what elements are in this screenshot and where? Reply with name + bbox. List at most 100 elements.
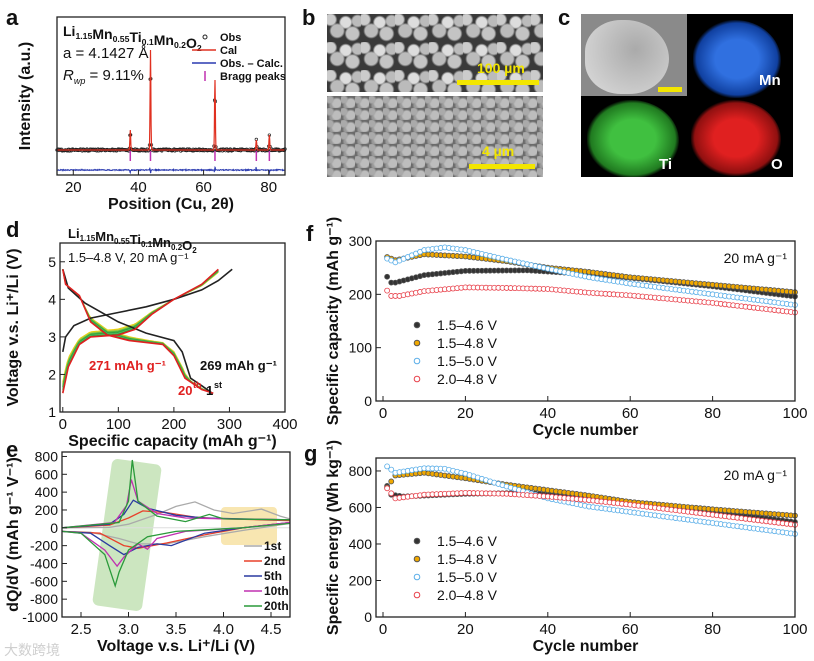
legend-marker <box>414 340 420 346</box>
y-tick-label: 0 <box>364 609 372 625</box>
chart-canvas: a b c d e f g 大数跨境 20 40 60 80Position (Cu,… <box>0 0 814 661</box>
x-tick-label: 200 <box>161 416 186 433</box>
subscript: 1.15 <box>75 31 92 41</box>
element: Li <box>68 226 80 241</box>
x-tick-label: 100 <box>782 621 807 638</box>
y-tick-label: 2 <box>48 366 56 382</box>
legend-marker <box>414 556 420 562</box>
legend-label: 1.5–4.6 V <box>437 317 498 333</box>
capacity-20th: 271 mAh g⁻¹ <box>89 358 166 373</box>
y-tick-label: 800 <box>349 463 373 479</box>
x-tick-label: 80 <box>260 179 277 196</box>
subscript: 0.55 <box>114 237 130 246</box>
legend-label: Cal <box>220 45 237 57</box>
y-tick-label: 800 <box>35 448 59 464</box>
data-point <box>389 479 394 484</box>
y-tick-label: 0 <box>50 520 58 536</box>
subscript: 1.15 <box>80 234 96 243</box>
curve-20th-discharge <box>63 269 214 393</box>
x-axis-label: Cycle number <box>533 422 639 439</box>
y-tick-label: 4 <box>48 291 56 307</box>
legend-label: 1.5–5.0 V <box>437 569 498 585</box>
legend-label: 10th <box>264 584 289 598</box>
x-tick-label: 0 <box>59 416 67 433</box>
element: Mn <box>95 229 114 244</box>
legend-label: 1.5–4.8 V <box>437 551 498 567</box>
x-tick-label: 40 <box>539 405 556 422</box>
chart-g: 1.5–4.6 V 1.5–4.8 V 1.5–5.0 V 2.0–4.8 V 0 20 4… <box>325 440 808 655</box>
y-tick-label: 200 <box>349 572 373 588</box>
legend-label: Obs <box>220 32 241 44</box>
subscript: 0.55 <box>113 34 130 44</box>
x-tick-label: 20 <box>65 179 82 196</box>
x-tick-label: 60 <box>622 405 639 422</box>
rwp-number: = 9.11% <box>85 67 144 84</box>
legend-marker <box>414 322 420 328</box>
x-tick-label: 4.5 <box>261 621 282 638</box>
x-tick-label: 2.5 <box>71 621 92 638</box>
y-tick-label: 300 <box>349 233 373 249</box>
label-20th-sup: th <box>193 380 202 390</box>
legend-label: 1.5–4.6 V <box>437 533 498 549</box>
condition-label: 1.5–4.8 V, 20 mA g⁻¹ <box>68 250 189 265</box>
legend-obs-marker <box>203 35 207 39</box>
element: Ti <box>129 29 141 45</box>
rwp-symbol: R <box>63 67 74 84</box>
legend-label: 2.0–4.8 V <box>437 587 498 603</box>
legend-marker <box>414 538 420 544</box>
data-point <box>385 274 390 279</box>
data-point <box>389 491 394 496</box>
panel-label-c: c <box>558 5 570 30</box>
panel-label-a: a <box>6 5 19 30</box>
subscript: 0.1 <box>141 240 153 249</box>
curve-1st-discharge <box>63 269 212 393</box>
x-tick-label: 0 <box>379 621 387 638</box>
legend-marker <box>414 358 420 364</box>
element: Mn <box>154 32 174 48</box>
y-axis-label: dQ/dV (mAh g⁻¹ V⁻¹) <box>5 457 22 612</box>
legend-label: 1.5–4.8 V <box>437 335 498 351</box>
x-axis-label: Position (Cu, 2θ) <box>108 196 234 213</box>
y-tick-label: 0 <box>364 393 372 409</box>
y-tick-label: 600 <box>349 499 373 515</box>
y-tick-label: -800 <box>30 591 58 607</box>
label-1st: 1 <box>206 383 213 398</box>
x-tick-label: 80 <box>704 405 721 422</box>
label-1st-sup: st <box>214 380 222 390</box>
x-tick-label: 80 <box>704 621 721 638</box>
x-tick-label: 100 <box>106 416 131 433</box>
y-tick-label: 100 <box>349 340 373 356</box>
legend-marker <box>414 574 420 580</box>
y-tick-label: -600 <box>30 573 58 589</box>
legend-label: 20th <box>264 599 289 613</box>
x-tick-label: 3.0 <box>118 621 139 638</box>
panel-label-b: b <box>302 5 315 30</box>
x-tick-label: 0 <box>379 405 387 422</box>
y-tick-label: 3 <box>48 329 56 345</box>
figure: 100 µm 4 µm Mn Ti O a b c d e f g 大数跨境 2… <box>0 0 814 661</box>
rate-annotation: 20 mA g⁻¹ <box>724 467 788 483</box>
x-axis-label: Voltage v.s. Li⁺/Li (V) <box>97 638 255 655</box>
x-tick-label: 60 <box>622 621 639 638</box>
legend-label: 5th <box>264 569 282 583</box>
lattice-parameter: a = 4.1427 Å <box>63 45 149 62</box>
y-tick-label: -200 <box>30 538 58 554</box>
capacity-1st: 269 mAh g⁻¹ <box>200 358 277 373</box>
legend-label: Obs. – Calc. <box>220 58 283 70</box>
chart-e: 1st2nd5th10th20th2.5 3.0 3.5 4.0 4.5-1000-80… <box>5 448 290 655</box>
x-tick-label: 3.5 <box>166 621 187 638</box>
plot-frame <box>60 243 285 412</box>
rate-annotation: 20 mA g⁻¹ <box>724 250 788 266</box>
legend-marker <box>414 592 420 598</box>
legend-label: 1st <box>264 539 281 553</box>
y-tick-label: 400 <box>35 484 59 500</box>
y-axis-label: Intensity (a.u.) <box>17 42 34 150</box>
y-tick-label: 400 <box>349 536 373 552</box>
x-tick-label: 4.0 <box>213 621 234 638</box>
x-tick-label: 40 <box>130 179 147 196</box>
y-tick-label: -400 <box>30 555 58 571</box>
y-axis-label: Voltage v.s. Li⁺/Li (V) <box>5 248 22 406</box>
x-tick-label: 300 <box>217 416 242 433</box>
watermark: 大数跨境 <box>4 642 60 658</box>
difference-line <box>57 167 285 173</box>
